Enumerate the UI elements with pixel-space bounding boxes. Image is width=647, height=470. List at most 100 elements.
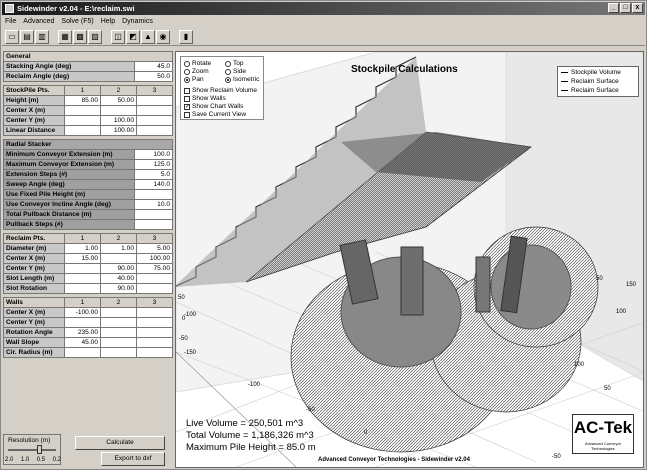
- cell-field[interactable]: 100.00: [100, 115, 137, 126]
- pan-radio[interactable]: Pan: [184, 76, 204, 83]
- plot-3d-icon[interactable]: ▲: [141, 29, 155, 44]
- cell-field[interactable]: 75.00: [136, 263, 173, 274]
- checkbox-label: Show Reclaim Volume: [192, 87, 258, 94]
- show-chart-walls-checkbox[interactable]: ✓ Show Chart Walls: [184, 103, 243, 110]
- cell-field[interactable]: [136, 115, 173, 126]
- cell-field[interactable]: 90.00: [100, 263, 137, 274]
- cell-field[interactable]: [133, 219, 174, 230]
- cell-field[interactable]: [64, 317, 101, 328]
- menu-help[interactable]: Help: [100, 18, 116, 25]
- cell-field[interactable]: [64, 263, 101, 274]
- camera-icon[interactable]: ◉: [156, 29, 170, 44]
- cell-field[interactable]: 5.0: [133, 169, 174, 180]
- menu-solve[interactable]: Solve (F5): [61, 18, 94, 25]
- cell-field[interactable]: -100.00: [64, 307, 101, 318]
- row-label: Height (m): [3, 95, 65, 106]
- stacking-angle-field[interactable]: 45.0: [134, 61, 173, 72]
- show-walls-checkbox[interactable]: Show Walls: [184, 95, 226, 102]
- cell-field[interactable]: 125.0: [133, 159, 174, 170]
- top-radio[interactable]: Top: [225, 60, 243, 67]
- cell-field[interactable]: [64, 273, 101, 284]
- column-header: 2: [100, 233, 137, 244]
- cell-field[interactable]: 40.00: [100, 273, 137, 284]
- cell-field[interactable]: 235.00: [64, 327, 101, 338]
- minimize-button[interactable]: _: [608, 3, 619, 13]
- cell-field[interactable]: [136, 273, 173, 284]
- cell-field[interactable]: 85.00: [64, 95, 101, 106]
- legend-item: Reclaim Surface: [561, 86, 635, 95]
- cell-field[interactable]: [100, 347, 137, 358]
- cell-field[interactable]: 45.00: [64, 337, 101, 348]
- cell-field[interactable]: 1.00: [100, 243, 137, 254]
- zoom-radio[interactable]: Zoom: [184, 68, 209, 75]
- cell-field[interactable]: [64, 105, 101, 116]
- slider-thumb[interactable]: [36, 445, 42, 454]
- reclaim-angle-field[interactable]: 50.0: [134, 71, 173, 82]
- cell-field[interactable]: 90.00: [100, 283, 137, 294]
- row-label: Center Y (m): [3, 115, 65, 126]
- grid-icon[interactable]: ▩: [73, 29, 87, 44]
- row-label: Diameter (m): [3, 243, 65, 254]
- row-label: Use Conveyor Incline Angle (deg): [3, 199, 135, 210]
- menu-advanced[interactable]: Advanced: [23, 18, 55, 25]
- live-volume: Live Volume = 250,501 m^3: [186, 418, 304, 429]
- cell-field[interactable]: [64, 283, 101, 294]
- cell-field[interactable]: [100, 307, 137, 318]
- reclaim-header: Reclaim Pts.: [3, 233, 65, 244]
- cell-field[interactable]: [100, 317, 137, 328]
- cell-field[interactable]: 50.00: [100, 95, 137, 106]
- cell-field[interactable]: 10.0: [133, 199, 174, 210]
- cell-field[interactable]: [136, 307, 173, 318]
- cell-field[interactable]: 100.00: [100, 125, 137, 136]
- close-button[interactable]: x: [632, 3, 643, 13]
- row-label: Extension Steps (#): [3, 169, 135, 180]
- calculate-button[interactable]: Calculate: [75, 436, 165, 450]
- cell-field[interactable]: [136, 317, 173, 328]
- cell-field[interactable]: [136, 337, 173, 348]
- isometric-radio[interactable]: Isometric: [225, 76, 259, 83]
- axis-tick-label: 150: [626, 282, 637, 288]
- cell-field[interactable]: [64, 347, 101, 358]
- cell-field[interactable]: [100, 327, 137, 338]
- save-icon[interactable]: ▤: [20, 29, 34, 44]
- export-dxf-button[interactable]: Export to dxf: [101, 452, 165, 466]
- open-icon[interactable]: ▭: [5, 29, 19, 44]
- cell-field[interactable]: [64, 115, 101, 126]
- cell-field[interactable]: 140.0: [133, 179, 174, 190]
- cell-field[interactable]: [136, 95, 173, 106]
- cell-field[interactable]: [133, 209, 174, 220]
- menu-dynamics[interactable]: Dynamics: [122, 18, 153, 25]
- rotate-radio[interactable]: Rotate: [184, 60, 211, 67]
- book-icon[interactable]: ▮: [179, 29, 193, 44]
- chart-icon[interactable]: ▨: [88, 29, 102, 44]
- cell-field[interactable]: 100.0: [133, 149, 174, 160]
- cell-field[interactable]: [136, 283, 173, 294]
- cell-field[interactable]: [136, 125, 173, 136]
- checkmark-icon: ✓: [184, 103, 191, 110]
- checkbox-label: Show Chart Walls: [192, 103, 244, 110]
- print-icon[interactable]: ▥: [35, 29, 49, 44]
- cell-field[interactable]: 15.00: [64, 253, 101, 264]
- cell-field[interactable]: [136, 347, 173, 358]
- 3d-viewport[interactable]: Stockpile Calculations Rotate Top Zoom S…: [175, 51, 644, 468]
- cell-field[interactable]: [133, 189, 174, 200]
- cell-field[interactable]: [136, 105, 173, 116]
- cell-field[interactable]: [64, 125, 101, 136]
- cell-field[interactable]: [100, 337, 137, 348]
- cell-field[interactable]: 5.00: [136, 243, 173, 254]
- checkbox-label: Show Walls: [192, 95, 226, 102]
- resolution-slider[interactable]: [8, 445, 56, 454]
- table-icon[interactable]: ▦: [58, 29, 72, 44]
- zoom-icon[interactable]: ◩: [126, 29, 140, 44]
- cell-field[interactable]: [100, 253, 137, 264]
- cell-field[interactable]: [100, 105, 137, 116]
- side-radio[interactable]: Side: [225, 68, 246, 75]
- maximize-button[interactable]: □: [620, 3, 631, 13]
- cell-field[interactable]: [136, 327, 173, 338]
- menu-file[interactable]: File: [5, 18, 17, 25]
- cell-field[interactable]: 100.00: [136, 253, 173, 264]
- cell-field[interactable]: 1.00: [64, 243, 101, 254]
- save-current-view-checkbox[interactable]: Save Current View: [184, 111, 246, 118]
- show-reclaim-volume-checkbox[interactable]: Show Reclaim Volume: [184, 87, 257, 94]
- view-icon[interactable]: ◫: [111, 29, 125, 44]
